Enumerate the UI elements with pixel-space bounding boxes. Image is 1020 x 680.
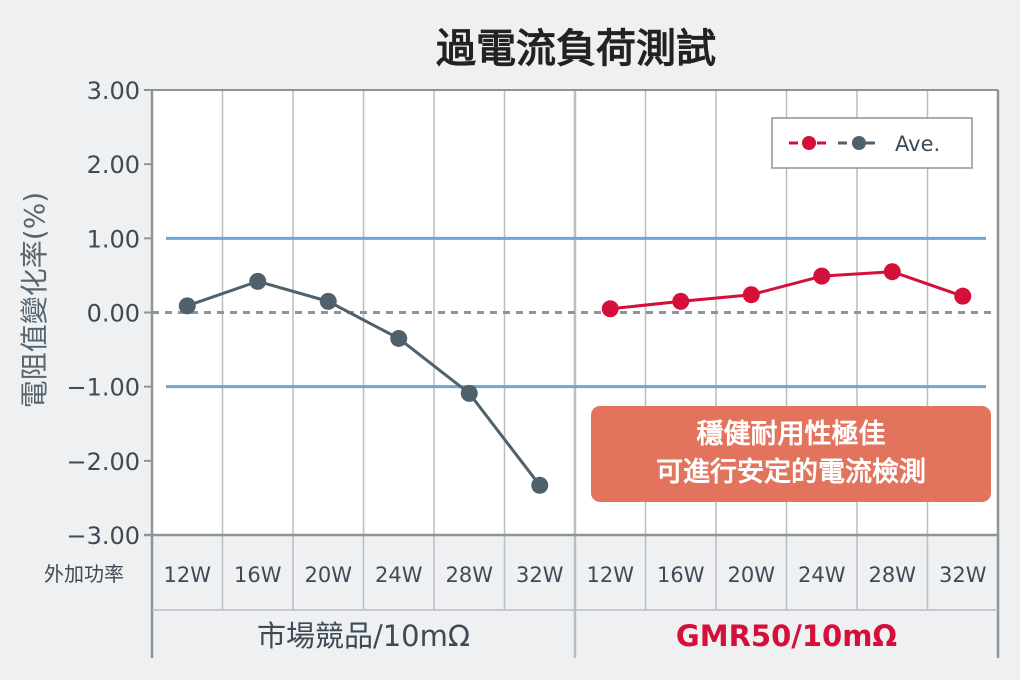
reference-lines xyxy=(152,236,998,389)
x-tick-label: 28W xyxy=(446,563,494,587)
x-tick-label: 16W xyxy=(657,563,705,587)
data-point xyxy=(883,263,901,281)
x-tick-label: 32W xyxy=(516,563,564,587)
x-tick-label: 24W xyxy=(798,563,846,587)
data-point xyxy=(531,476,549,494)
series xyxy=(178,263,972,494)
data-point xyxy=(249,272,267,290)
data-point xyxy=(178,297,196,315)
data-point xyxy=(813,267,831,285)
legend-gray-marker xyxy=(852,136,866,150)
legend-label: Ave. xyxy=(895,132,940,156)
series-line xyxy=(610,270,964,311)
x-tick-label: 24W xyxy=(375,563,423,587)
x-tick-label: 32W xyxy=(939,563,987,587)
y-tick-label: 2.00 xyxy=(87,151,140,179)
x-tick-label: 12W xyxy=(164,563,212,587)
x-axis-label: 外加功率 xyxy=(44,562,124,586)
labels: 3.00 2.00 1.00 0.00 −1.00 −2.00 −3.00 12W 16W 20W… xyxy=(66,77,986,653)
y-tick-label: 1.00 xyxy=(87,225,140,253)
annotation: 穩健耐用性極佳 可進行安定的電流檢測 xyxy=(591,406,991,502)
legend: Ave. xyxy=(771,117,973,169)
y-tick-label: 0.00 xyxy=(87,300,140,328)
data-point xyxy=(954,287,972,305)
legend-red-marker xyxy=(802,136,816,150)
data-point xyxy=(672,292,690,310)
series-line xyxy=(186,279,541,487)
data-point xyxy=(460,384,478,402)
data-point xyxy=(319,292,337,310)
x-tick-label: 20W xyxy=(305,563,353,587)
y-tick-label: −2.00 xyxy=(66,448,140,476)
data-point xyxy=(390,329,408,347)
x-tick-label: 12W xyxy=(587,563,635,587)
y-axis-label: 電阻值變化率(%) xyxy=(18,192,51,408)
x-tick-label: 20W xyxy=(728,563,776,587)
annotation-box xyxy=(591,406,991,502)
axes xyxy=(144,89,1000,658)
data-point xyxy=(601,300,619,318)
y-tick-label: −1.00 xyxy=(66,374,140,402)
chart-title: 過電流負荷測試 xyxy=(436,26,716,72)
y-tick-label: 3.00 xyxy=(87,77,140,105)
grid xyxy=(221,90,929,658)
annotation-line-1: 穩健耐用性極佳 xyxy=(697,419,886,450)
group-label: GMR50/10mΩ xyxy=(676,619,897,653)
x-tick-label: 28W xyxy=(869,563,917,587)
y-tick-label: −3.00 xyxy=(66,522,140,550)
data-point xyxy=(742,286,760,304)
x-tick-label: 16W xyxy=(234,563,282,587)
annotation-line-2: 可進行安定的電流檢測 xyxy=(656,456,926,488)
group-label: 市場競品/10mΩ xyxy=(257,619,470,653)
